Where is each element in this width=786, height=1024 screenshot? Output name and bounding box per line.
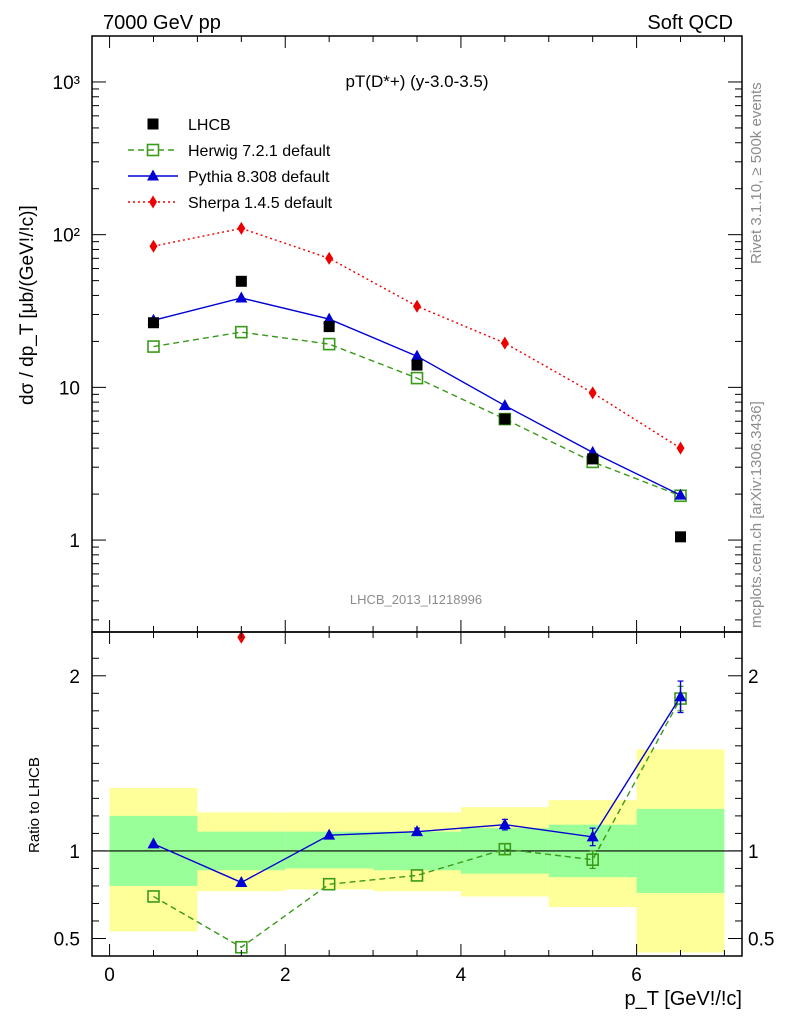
sherpa-point [588,386,597,400]
pythia-line [153,297,681,496]
herwig-ratio-line [153,698,682,949]
sherpa-point [325,251,334,265]
herwig-point [410,371,424,385]
sherpa-ratio-point [501,468,509,481]
herwig-line [153,331,681,497]
y-tick-label: 1 [69,531,80,552]
legend-label: Pythia 8.308 default [188,169,330,186]
ratio-tick-label-right: 0.5 [748,929,774,950]
pythia-ratio-point [323,828,336,840]
pythia-point [235,291,248,303]
y-tick-label: 10 [59,378,80,399]
lhcb-data-point [235,275,247,287]
herwig-ratio-point [322,877,336,891]
legend-marker [147,118,159,130]
sherpa-point [237,221,246,235]
rivet-version-label: Rivet 3.1.10, ≥ 500k events [748,82,765,264]
header-energy-label: 7000 GeV pp [103,12,221,34]
sherpa-point [500,336,509,350]
y-axis-label: dσ / dp_T [μb/(GeV!/!c)] [17,205,38,405]
legend-label: LHCB [188,117,231,134]
lhcb-data-point [147,317,159,329]
legend-label: Sherpa 1.4.5 default [188,195,333,212]
analysis-label: LHCB_2013_I1218996 [350,592,482,607]
herwig-point [235,325,248,339]
pythia-ratio-point [674,690,687,702]
sherpa-point [413,299,421,313]
herwig-point [322,337,336,351]
pythia-ratio-point [586,830,599,842]
main-plot-series [147,221,687,543]
lhcb-data-point [499,413,511,425]
pythia-point [674,488,687,500]
ratio-tick-label-right: 1 [748,842,759,863]
ratio-tick-label-right: 2 [748,667,759,688]
legend-label: Herwig 7.2.1 default [188,143,331,160]
herwig-ratio-point [498,842,512,856]
sherpa-ratio-point [677,354,685,367]
lhcb-data-point [323,321,335,333]
sherpa-ratio-point [325,529,333,542]
mcplots-label: mcplots.cern.ch [arXiv:1306.3436] [748,401,765,628]
header-process-label: Soft QCD [647,12,733,34]
sherpa-line [153,227,681,449]
ratio-plot-series [147,354,687,954]
lhcb-data-point [411,359,423,371]
ratio-tick-label: 0.5 [54,929,80,950]
pythia-point [411,349,423,361]
sherpa-ratio-point [149,464,157,477]
legend-marker [146,143,160,157]
plot-title: pT(D*+) (y-3.0-3.5) [345,72,488,91]
legend: LHCB Herwig 7.2.1 default Pythia 8.308 def… [128,117,333,212]
pythia-ratio-point [411,825,423,837]
y-tick-label: 10³ [53,73,80,94]
x-tick-label: 6 [631,965,642,986]
x-tick-label: 2 [280,965,291,986]
axes-frame: 0 2 4 6 1 10 10² 10³ 0.5 0.5 1 1 2 2 [53,35,774,986]
ratio-tick-label: 1 [69,842,80,863]
ratio-tick-label: 2 [69,667,80,688]
pythia-point [323,312,336,324]
sherpa-point [149,239,158,253]
x-tick-label: 0 [104,965,115,986]
lhcb-data-point [675,531,687,543]
herwig-point [147,340,160,353]
sherpa-ratio-point [589,547,597,560]
pythia-point [498,399,511,411]
legend-marker [149,195,157,209]
legend-marker [147,169,159,181]
y-tick-label: 10² [53,226,80,247]
pythia-ratio-point [235,875,248,887]
pythia-ratio-point [147,837,160,849]
sherpa-point [676,441,685,455]
x-tick-label: 4 [456,965,467,986]
herwig-ratio-point [410,869,424,882]
ratio-axis-label: Ratio to LHCB [26,757,43,853]
herwig-ratio-point [147,890,160,903]
herwig-ratio-point [586,853,599,866]
lhcb-data-point [587,453,599,465]
x-axis-label: p_T [GeV!/!c] [625,988,742,1010]
pythia-ratio-point [498,818,511,830]
